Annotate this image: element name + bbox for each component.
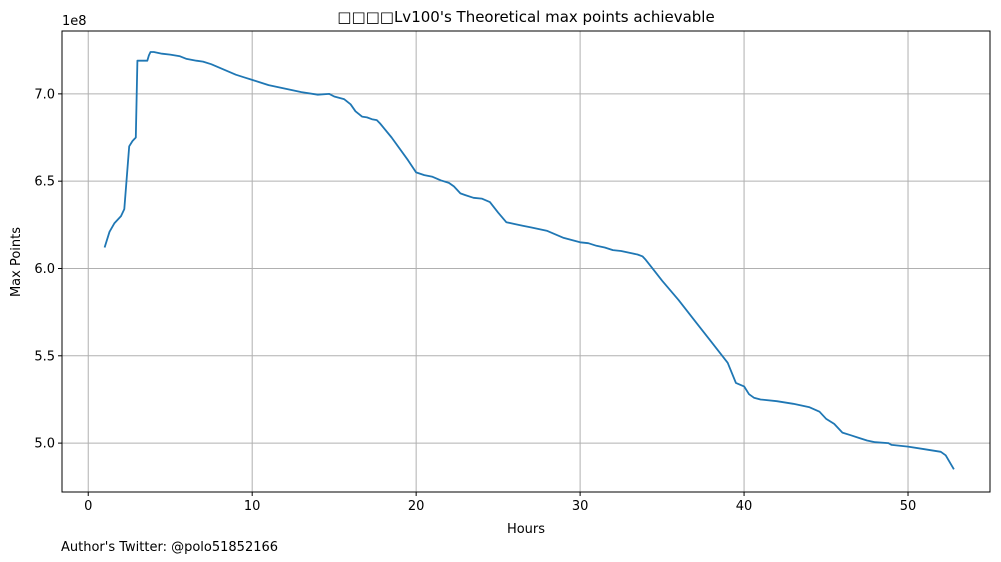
y-tick-label: 7.0 bbox=[34, 87, 55, 102]
x-axis-ticks: 0 10 20 30 40 50 bbox=[84, 492, 916, 514]
x-tick-label: 50 bbox=[900, 499, 917, 514]
x-tick-label: 20 bbox=[408, 499, 425, 514]
y-offset-label: 1e8 bbox=[62, 14, 87, 29]
y-tick-label: 5.5 bbox=[34, 349, 55, 364]
author-credit: Author's Twitter: @polo51852166 bbox=[61, 540, 278, 555]
x-tick-label: 40 bbox=[736, 499, 753, 514]
series-group bbox=[103, 51, 955, 470]
chart-title: □□□□Lv100's Theoretical max points achie… bbox=[337, 8, 714, 26]
x-tick-label: 10 bbox=[244, 499, 261, 514]
x-axis-label: Hours bbox=[507, 522, 545, 537]
x-tick-label: 30 bbox=[572, 499, 589, 514]
y-axis-ticks: 5.0 5.5 6.0 6.5 7.0 bbox=[34, 87, 62, 452]
series-line bbox=[103, 51, 955, 470]
x-tick-label: 0 bbox=[84, 499, 92, 514]
y-tick-label: 6.0 bbox=[34, 262, 55, 277]
plot-frame bbox=[61, 30, 991, 493]
y-tick-label: 6.5 bbox=[34, 175, 55, 190]
grid bbox=[62, 31, 990, 492]
y-tick-label: 5.0 bbox=[34, 437, 55, 452]
y-axis-label: Max Points bbox=[9, 227, 24, 297]
